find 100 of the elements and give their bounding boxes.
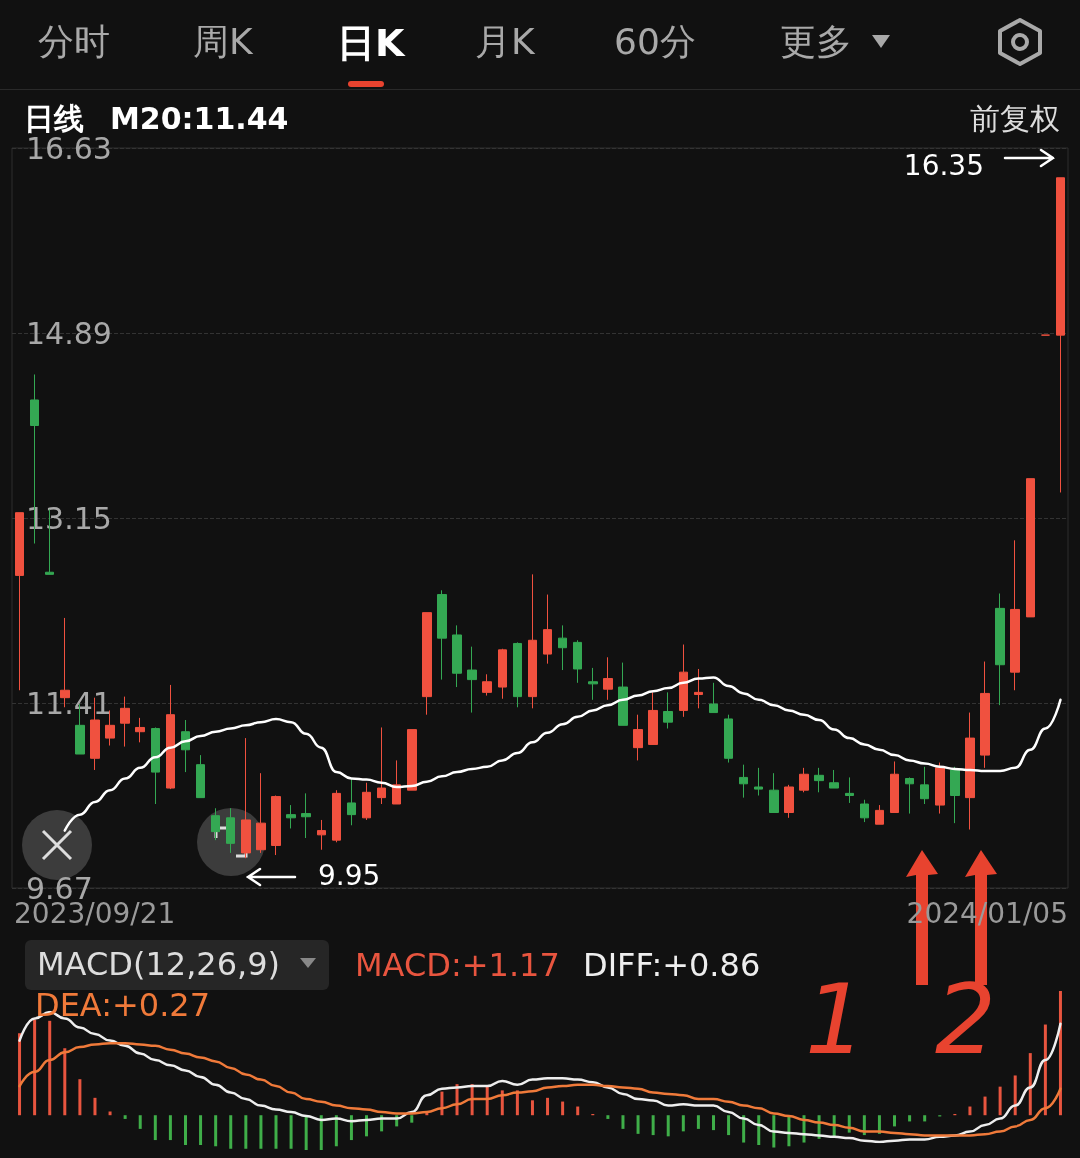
candlestick [301, 792, 311, 839]
bar [183, 1115, 187, 1146]
candlestick [332, 789, 341, 843]
candlestick [135, 717, 145, 743]
text: 更多 [780, 21, 852, 62]
annotation: 16.35 [903, 149, 984, 182]
text: MACD(12,26,9) [37, 945, 281, 983]
bar [968, 1106, 972, 1116]
bar [727, 1115, 731, 1136]
candlestick [814, 767, 824, 793]
bar [832, 1115, 836, 1137]
candlestick [15, 512, 24, 691]
candlestick [196, 754, 205, 799]
text: M20:11.44 [110, 101, 289, 136]
candlestick [437, 589, 447, 681]
bar [138, 1115, 142, 1129]
text: 60分 [614, 21, 696, 62]
annotation: 9.95 [318, 859, 381, 892]
bar [365, 1115, 369, 1137]
candlestick [573, 639, 582, 684]
annotation: 1 [805, 964, 867, 1076]
bar [199, 1115, 203, 1146]
bar [63, 1048, 67, 1116]
bar [621, 1115, 625, 1129]
candlestick [784, 784, 794, 819]
candlestick [498, 648, 507, 700]
candlestick [663, 691, 673, 730]
series-label: DEA:+0.27 [35, 986, 211, 1024]
annotation: 2 [935, 964, 997, 1076]
bar [757, 1115, 761, 1146]
candlestick [709, 682, 718, 714]
candlestick [845, 776, 854, 804]
text: 前复权 [970, 101, 1060, 136]
bar [983, 1096, 987, 1116]
bar [651, 1115, 655, 1136]
candlestick [1010, 539, 1020, 691]
bar [319, 1115, 323, 1150]
bar [289, 1115, 293, 1149]
candlestick [120, 696, 130, 748]
bar [1058, 991, 1062, 1116]
bar [78, 1079, 82, 1116]
candlestick [482, 673, 492, 697]
candlestick [558, 624, 567, 671]
bar [576, 1106, 580, 1116]
candlestick [286, 804, 296, 829]
candlestick [724, 714, 733, 764]
text: 月K [475, 21, 535, 62]
candlestick [679, 644, 688, 718]
candlestick [226, 807, 235, 854]
bar [998, 1086, 1002, 1116]
candlestick [543, 594, 552, 665]
candlestick [739, 764, 748, 799]
bar [153, 1115, 157, 1141]
bar [304, 1115, 308, 1150]
bar [681, 1115, 685, 1132]
candlestick [754, 767, 763, 796]
bar [923, 1115, 927, 1122]
candlestick [890, 760, 899, 814]
candlestick [769, 772, 779, 814]
bar [1043, 1024, 1047, 1116]
candlestick [513, 641, 522, 708]
candlestick [860, 799, 869, 823]
candlestick [211, 807, 220, 841]
bar [636, 1115, 640, 1134]
candlestick [995, 592, 1005, 706]
text: 周K [193, 21, 253, 62]
bar [530, 1100, 534, 1116]
candlestick [588, 667, 598, 701]
bar [33, 1019, 37, 1116]
candlestick [528, 573, 537, 709]
candlestick [377, 726, 386, 805]
candlestick [799, 767, 809, 793]
candlestick [422, 612, 432, 716]
candlestick [317, 819, 326, 851]
candlestick [241, 737, 251, 859]
candlestick [166, 684, 175, 790]
bar [500, 1090, 504, 1116]
bar [48, 1020, 52, 1116]
bar [18, 1033, 22, 1116]
candlestick [875, 804, 884, 825]
bar [349, 1115, 353, 1141]
text: MACD:+1.17 [355, 946, 560, 984]
bar [546, 1097, 550, 1116]
bar [606, 1115, 610, 1119]
candlestick [920, 766, 929, 805]
bar [696, 1115, 700, 1129]
bar [485, 1086, 489, 1116]
bar [108, 1111, 112, 1116]
candlestick [965, 712, 975, 831]
candlestick [829, 769, 839, 789]
bar [711, 1115, 715, 1131]
bar [259, 1115, 263, 1149]
candlestick [633, 714, 643, 761]
bar [93, 1097, 97, 1116]
bar [1028, 1053, 1032, 1116]
text: DIFF:+0.86 [583, 946, 761, 984]
candlestick [603, 656, 613, 701]
bar [123, 1115, 127, 1119]
bar [742, 1115, 746, 1143]
candlestick [151, 726, 160, 805]
